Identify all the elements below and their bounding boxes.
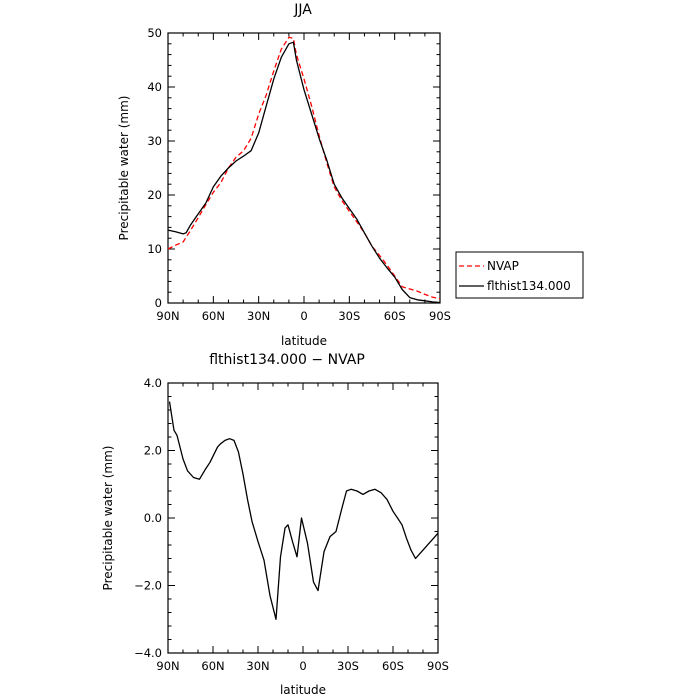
bottom-y-axis-label: Precipitable water (mm) bbox=[101, 446, 115, 591]
top-x-tick-label: 90N bbox=[156, 309, 179, 323]
legend-box bbox=[455, 251, 584, 299]
top-x-axis-label: latitude bbox=[281, 334, 327, 348]
top-y-tick-label: 50 bbox=[147, 26, 162, 40]
bottom-y-tick-label: 2.0 bbox=[144, 444, 162, 458]
bottom-y-tick-label: 0.0 bbox=[144, 511, 162, 525]
bottom-series-group bbox=[168, 401, 439, 620]
bottom-y-tick-label: 4.0 bbox=[144, 376, 162, 390]
top-x-tick-label: 90S bbox=[429, 309, 451, 323]
top-axis-ticks: 90N 60N 30N 0 30S 60S 90S 0 10 20 30 40 50 bbox=[147, 26, 451, 323]
top-y-tick-label: 10 bbox=[147, 242, 162, 256]
bottom-y-tick-label: −2.0 bbox=[134, 579, 162, 593]
top-y-tick-label: 20 bbox=[147, 188, 162, 202]
top-y-tick-label: 30 bbox=[147, 134, 162, 148]
top-panel: JJA 90N 60N 30N 0 30S 60S 90S 0 10 20 30 40 50 latit… bbox=[117, 2, 451, 348]
bottom-x-axis-label: latitude bbox=[280, 683, 326, 697]
bottom-x-tick-label: 60N bbox=[201, 659, 224, 673]
top-x-tick-label: 60N bbox=[202, 309, 225, 323]
top-x-tick-label: 0 bbox=[300, 309, 307, 323]
top-y-tick-label: 0 bbox=[155, 296, 162, 310]
bottom-x-tick-label: 0 bbox=[299, 659, 306, 673]
top-series-line-1 bbox=[167, 41, 441, 304]
bottom-x-tick-label: 90S bbox=[427, 659, 449, 673]
legend-label-model: flthist134.000 bbox=[487, 279, 571, 293]
top-series-group bbox=[167, 36, 441, 304]
legend: NVAP flthist134.000 bbox=[455, 251, 584, 299]
bottom-x-tick-label: 30S bbox=[337, 659, 359, 673]
legend-label-nvap: NVAP bbox=[487, 259, 519, 273]
top-y-axis-label: Precipitable water (mm) bbox=[117, 96, 131, 241]
bottom-panel: flthist134.000 − NVAP 90N 60N 30N 0 30S 60S 90… bbox=[101, 352, 449, 697]
bottom-series-line-0 bbox=[168, 401, 439, 620]
bottom-chart-title: flthist134.000 − NVAP bbox=[209, 352, 365, 368]
top-plot-frame bbox=[167, 32, 441, 304]
top-y-tick-label: 40 bbox=[147, 80, 162, 94]
top-x-tick-label: 30S bbox=[338, 309, 360, 323]
top-chart-title: JJA bbox=[293, 2, 312, 18]
bottom-x-tick-label: 30N bbox=[246, 659, 269, 673]
bottom-axis-ticks: 90N 60N 30N 0 30S 60S 90S −4.0 −2.0 0.0 2.0 4.0 bbox=[134, 376, 449, 673]
bottom-x-tick-label: 60S bbox=[382, 659, 404, 673]
top-series-line-0 bbox=[167, 36, 441, 300]
bottom-y-tick-label: −4.0 bbox=[134, 646, 162, 660]
top-x-tick-label: 30N bbox=[247, 309, 270, 323]
top-x-tick-label: 60S bbox=[384, 309, 406, 323]
bottom-x-tick-label: 90N bbox=[156, 659, 179, 673]
